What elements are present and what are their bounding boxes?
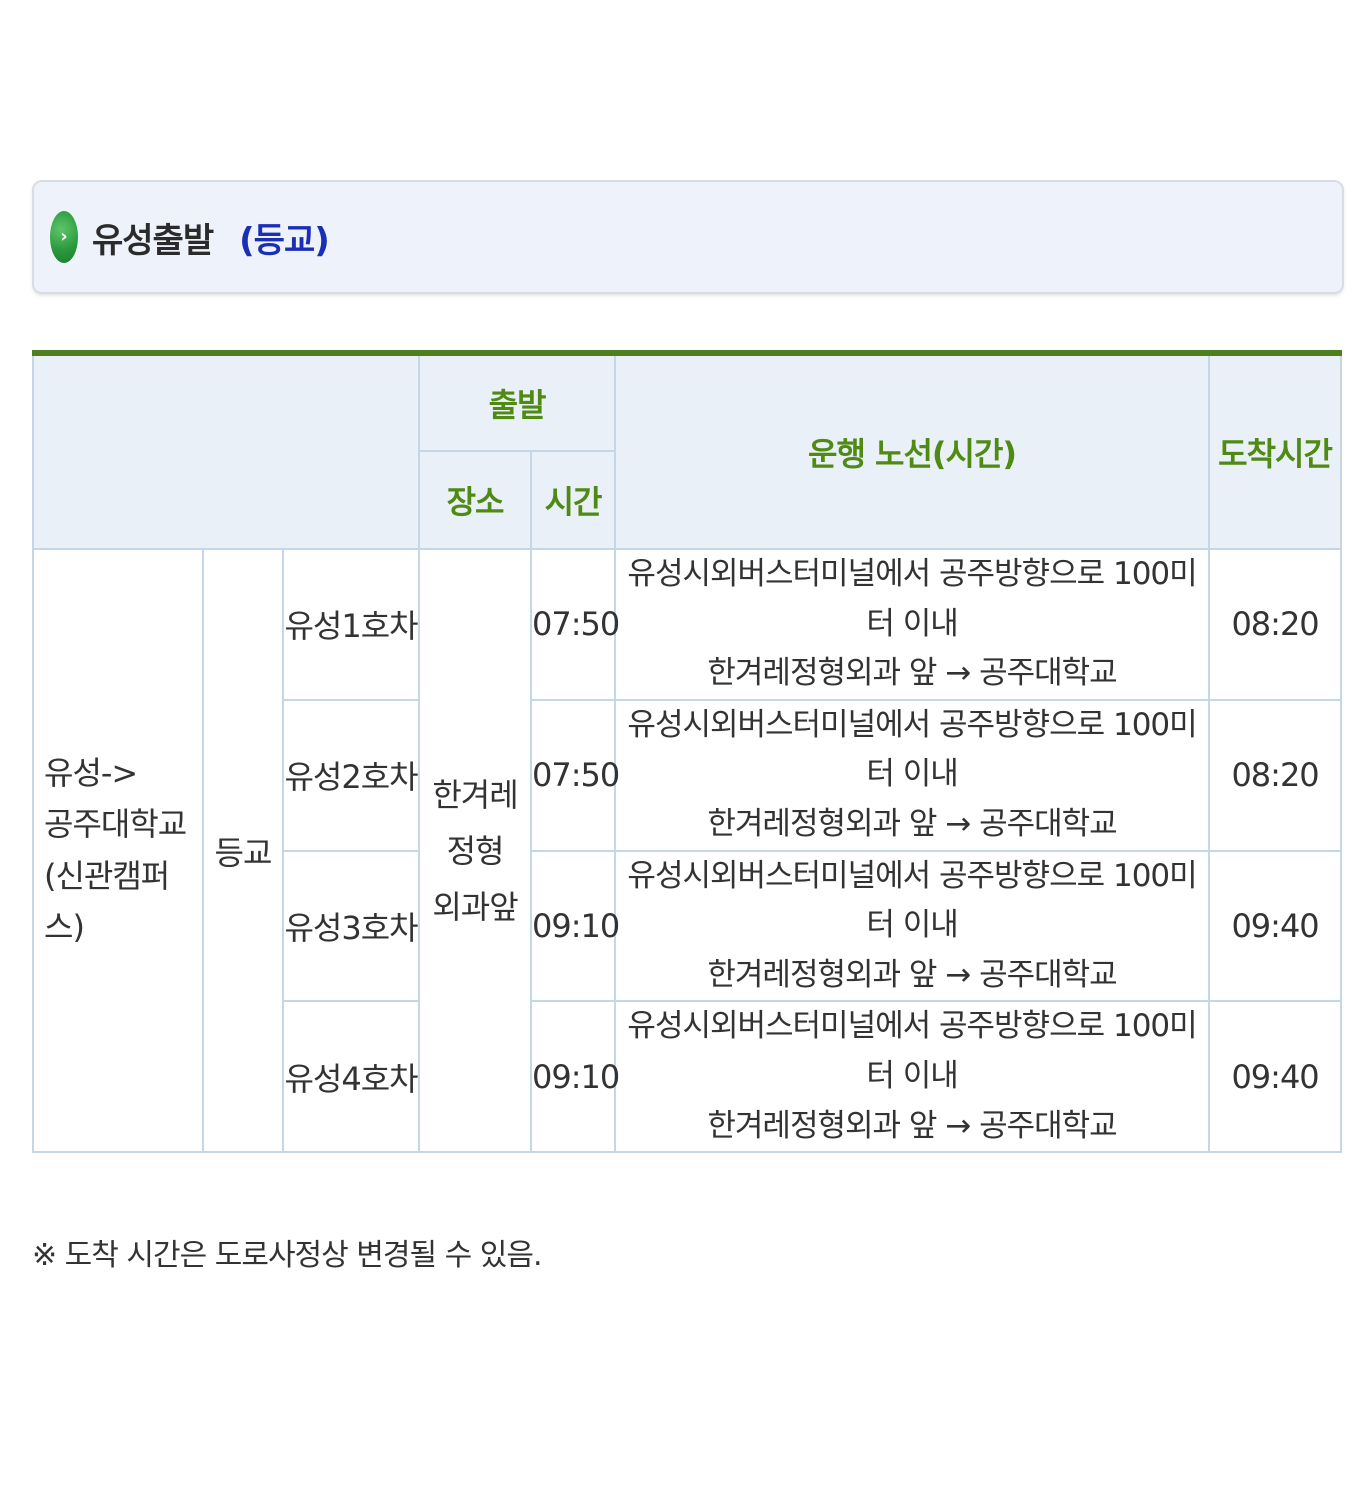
section-title: 유성출발 bbox=[92, 220, 214, 261]
route-path-line: 유성시외버스터미널에서 공주방향으로 100미터 이내 bbox=[627, 556, 1197, 642]
route-path-line: 한겨레정형외과 앞 → 공주대학교 bbox=[707, 805, 1117, 842]
route-path-cell: 유성시외버스터미널에서 공주방향으로 100미터 이내 한겨레정형외과 앞 → … bbox=[614, 849, 1211, 1003]
route-path-cell: 유성시외버스터미널에서 공주방향으로 100미터 이내 한겨레정형외과 앞 → … bbox=[614, 1000, 1211, 1154]
header-time: 시간 bbox=[530, 450, 617, 550]
section-subtitle: (등교) bbox=[239, 220, 330, 261]
route-path-cell: 유성시외버스터미널에서 공주방향으로 100미터 이내 한겨레정형외과 앞 → … bbox=[614, 548, 1211, 701]
arrival-time-cell: 09:40 bbox=[1208, 849, 1343, 1003]
route-name-cell: 유성-> 공주대학교 (신관캠퍼스) bbox=[32, 547, 204, 1154]
route-path-line: 한겨레정형외과 앞 → 공주대학교 bbox=[707, 1107, 1117, 1144]
header-blank bbox=[31, 352, 421, 550]
bus-name-cell: 유성3호차 bbox=[281, 849, 421, 1003]
route-path-line: 유성시외버스터미널에서 공주방향으로 100미터 이내 bbox=[627, 1008, 1197, 1094]
departure-time-cell: 09:10 bbox=[530, 849, 620, 1003]
place-cell: 한겨레 정형 외과앞 bbox=[418, 547, 533, 1154]
arrival-time-cell: 08:20 bbox=[1208, 698, 1343, 852]
header-subrow: 장소 시간 bbox=[33, 450, 1341, 550]
route-path-cell: 유성시외버스터미널에서 공주방향으로 100미터 이내 한겨레정형외과 앞 → … bbox=[614, 698, 1211, 852]
bus-name-cell: 유성2호차 bbox=[281, 698, 421, 852]
bus-name-cell: 유성1호차 bbox=[281, 548, 421, 701]
departure-time-cell: 07:50 bbox=[530, 698, 620, 852]
route-path-line: 한겨레정형외과 앞 → 공주대학교 bbox=[707, 655, 1117, 692]
header-row: 출발 운행 노선(시간) 도착시간 bbox=[31, 352, 1343, 550]
bus-name-cell: 유성4호차 bbox=[281, 1000, 421, 1154]
route-name-line: (신관캠퍼스) bbox=[44, 856, 170, 946]
route-name-line: 공주대학교 bbox=[44, 805, 187, 844]
header-route: 운행 노선(시간) bbox=[614, 352, 1211, 550]
category-cell: 등교 bbox=[202, 547, 284, 1154]
place-line: 정형 bbox=[446, 831, 505, 870]
departure-time-cell: 09:10 bbox=[530, 1000, 620, 1154]
schedule-table: 출발 운행 노선(시간) 도착시간 장소 시간 유성-> 공주대학교 (신관캠퍼… bbox=[31, 350, 1343, 1154]
route-path-line: 한겨레정형외과 앞 → 공주대학교 bbox=[707, 956, 1117, 993]
section-header: › 유성출발 (등교) bbox=[32, 180, 1344, 294]
arrival-time-cell: 09:40 bbox=[1208, 1000, 1343, 1154]
departure-time-cell: 07:50 bbox=[530, 548, 620, 701]
arrival-time-cell: 08:20 bbox=[1208, 548, 1343, 701]
table-row: 유성2호차 07:50 유성시외버스터미널에서 공주방향으로 100미터 이내 … bbox=[33, 698, 1343, 852]
header-place: 장소 bbox=[418, 450, 533, 550]
route-path-line: 유성시외버스터미널에서 공주방향으로 100미터 이내 bbox=[627, 857, 1197, 944]
place-line: 외과앞 bbox=[432, 887, 518, 926]
header-departure: 출발 bbox=[418, 352, 617, 452]
route-path-line: 유성시외버스터미널에서 공주방향으로 100미터 이내 bbox=[627, 706, 1197, 793]
arrival-time-note: ※ 도착 시간은 도로사정상 변경될 수 있음. bbox=[32, 1238, 542, 1273]
table-row: 유성4호차 09:10 유성시외버스터미널에서 공주방향으로 100미터 이내 … bbox=[33, 1000, 1343, 1154]
chevron-right-circle-icon: › bbox=[50, 211, 78, 263]
route-name-line: 유성-> bbox=[44, 754, 138, 793]
place-line: 한겨레 bbox=[432, 775, 518, 814]
table-row: 유성-> 공주대학교 (신관캠퍼스) 등교 유성1호차 한겨레 정형 외과앞 0… bbox=[32, 547, 1343, 1154]
table-row: 유성3호차 09:10 유성시외버스터미널에서 공주방향으로 100미터 이내 … bbox=[33, 849, 1343, 1003]
header-arrival: 도착시간 bbox=[1208, 352, 1343, 550]
